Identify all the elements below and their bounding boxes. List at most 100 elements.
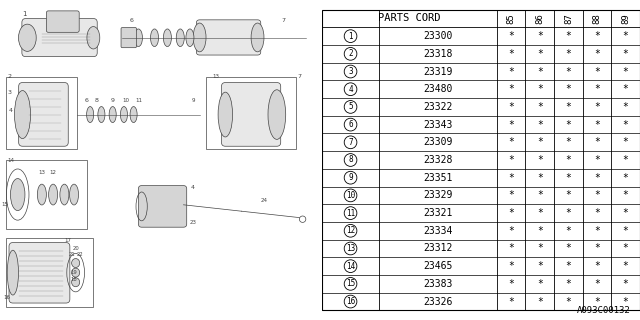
Text: *: * (566, 120, 572, 130)
Text: *: * (566, 67, 572, 76)
Text: PARTS CORD: PARTS CORD (378, 13, 441, 23)
Text: *: * (566, 190, 572, 200)
Bar (6, 77, 77, 149)
Ellipse shape (86, 107, 93, 123)
Ellipse shape (87, 27, 100, 49)
Text: *: * (537, 31, 543, 41)
Text: 11: 11 (135, 98, 142, 103)
Text: 22: 22 (76, 252, 83, 257)
Text: *: * (508, 190, 514, 200)
Text: 19: 19 (70, 270, 77, 275)
Text: 3: 3 (348, 67, 353, 76)
Ellipse shape (163, 29, 172, 46)
Ellipse shape (218, 92, 232, 137)
Text: 7: 7 (348, 138, 353, 147)
Text: 23343: 23343 (423, 120, 452, 130)
Text: 24: 24 (260, 197, 268, 203)
Ellipse shape (130, 107, 137, 123)
Ellipse shape (72, 278, 79, 287)
Ellipse shape (134, 29, 143, 46)
Text: 23321: 23321 (423, 208, 452, 218)
Text: 23312: 23312 (423, 244, 452, 253)
Text: *: * (594, 226, 600, 236)
Text: *: * (623, 137, 628, 147)
Text: 23383: 23383 (423, 279, 452, 289)
FancyBboxPatch shape (196, 20, 260, 55)
Text: 5: 5 (348, 102, 353, 111)
Text: 18: 18 (70, 276, 77, 282)
Text: *: * (594, 49, 600, 59)
Text: *: * (537, 84, 543, 94)
Text: 15: 15 (1, 202, 8, 207)
Ellipse shape (10, 179, 25, 211)
Ellipse shape (60, 184, 69, 205)
Text: 21: 21 (69, 252, 76, 257)
FancyBboxPatch shape (221, 83, 281, 146)
Text: 23329: 23329 (423, 190, 452, 200)
Text: *: * (508, 279, 514, 289)
Text: 9: 9 (348, 173, 353, 182)
Text: *: * (537, 190, 543, 200)
FancyBboxPatch shape (22, 19, 97, 57)
Text: 13: 13 (346, 244, 355, 253)
Text: *: * (537, 49, 543, 59)
Text: 17: 17 (64, 237, 71, 243)
Text: *: * (508, 120, 514, 130)
Text: *: * (508, 226, 514, 236)
Ellipse shape (150, 29, 159, 46)
Text: *: * (566, 279, 572, 289)
Text: 4: 4 (8, 108, 13, 113)
Text: 23351: 23351 (423, 173, 452, 183)
FancyBboxPatch shape (19, 83, 68, 146)
Text: *: * (537, 173, 543, 183)
Text: 86: 86 (535, 13, 544, 24)
Text: *: * (623, 84, 628, 94)
Text: *: * (566, 244, 572, 253)
Text: 10: 10 (122, 98, 129, 103)
Text: 7: 7 (282, 18, 285, 23)
Text: *: * (623, 102, 628, 112)
Text: *: * (566, 226, 572, 236)
Text: *: * (623, 190, 628, 200)
Text: *: * (566, 137, 572, 147)
FancyBboxPatch shape (46, 11, 79, 32)
Text: *: * (594, 67, 600, 76)
Text: *: * (537, 297, 543, 307)
Text: *: * (508, 261, 514, 271)
FancyBboxPatch shape (9, 243, 70, 303)
Text: *: * (594, 84, 600, 94)
Text: *: * (508, 137, 514, 147)
Text: *: * (594, 31, 600, 41)
Text: 3: 3 (8, 90, 12, 95)
Text: *: * (623, 49, 628, 59)
Text: 1: 1 (348, 32, 353, 41)
Ellipse shape (176, 29, 184, 46)
Text: *: * (623, 155, 628, 165)
Text: *: * (508, 49, 514, 59)
Text: 16: 16 (4, 295, 11, 300)
Text: 23318: 23318 (423, 49, 452, 59)
Text: 4: 4 (191, 185, 195, 190)
Text: *: * (623, 208, 628, 218)
Bar (6, 238, 93, 307)
Text: 11: 11 (346, 209, 355, 218)
Text: *: * (594, 155, 600, 165)
Text: 12: 12 (346, 226, 355, 235)
Ellipse shape (15, 91, 31, 139)
Text: 20: 20 (72, 245, 79, 251)
Ellipse shape (268, 90, 285, 140)
Text: *: * (537, 155, 543, 165)
Text: 87: 87 (564, 13, 573, 24)
Text: *: * (566, 297, 572, 307)
Text: *: * (623, 67, 628, 76)
Text: 23322: 23322 (423, 102, 452, 112)
Text: 23309: 23309 (423, 137, 452, 147)
Ellipse shape (120, 107, 127, 123)
Text: *: * (594, 137, 600, 147)
Text: *: * (623, 244, 628, 253)
Text: 13: 13 (38, 170, 45, 175)
Text: *: * (566, 155, 572, 165)
Ellipse shape (98, 107, 105, 123)
Text: *: * (623, 173, 628, 183)
Text: 9: 9 (191, 98, 195, 103)
